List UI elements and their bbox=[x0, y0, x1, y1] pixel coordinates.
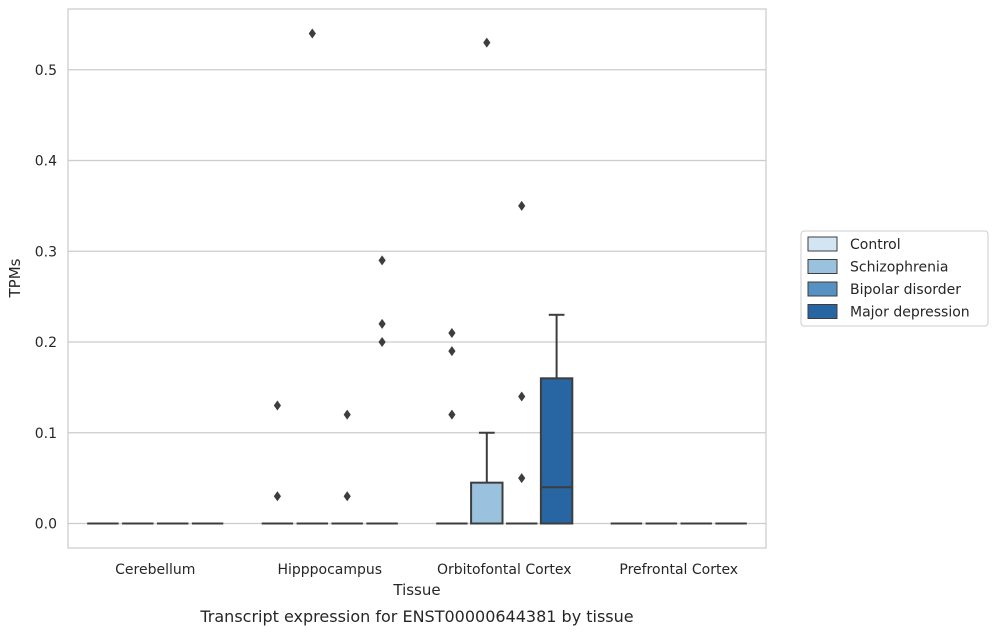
x-tick-label: Orbitofontal Cortex bbox=[437, 562, 572, 578]
x-tick-label: Prefrontal Cortex bbox=[619, 562, 738, 578]
outlier-point bbox=[273, 491, 281, 502]
outlier-point bbox=[483, 37, 491, 48]
chart-caption: Transcript expression for ENST0000064438… bbox=[199, 607, 633, 626]
legend-swatch bbox=[807, 304, 838, 319]
outlier-point bbox=[378, 255, 386, 266]
legend-label: Schizophrenia bbox=[850, 260, 948, 276]
box-iqr bbox=[539, 377, 574, 525]
box-schizophrenia bbox=[470, 37, 504, 525]
box-series bbox=[87, 28, 747, 525]
outlier-point bbox=[308, 28, 316, 39]
y-tick-label: 0.5 bbox=[35, 63, 57, 79]
outlier-point bbox=[343, 491, 351, 502]
box-major-depression bbox=[539, 313, 574, 525]
y-axis-ticks: 0.0 0.1 0.2 0.3 0.4 0.5 bbox=[35, 63, 57, 533]
legend-label: Major depression bbox=[850, 305, 970, 321]
box-control bbox=[436, 327, 468, 525]
outlier-point bbox=[518, 200, 526, 211]
outlier-point bbox=[378, 318, 386, 329]
legend-swatch bbox=[807, 236, 838, 252]
box-bipolar-disorder bbox=[331, 409, 363, 525]
legend-swatch bbox=[807, 259, 838, 274]
box-schizophrenia bbox=[296, 28, 329, 525]
outlier-point bbox=[518, 473, 526, 484]
outlier-point bbox=[448, 409, 456, 420]
outlier-point bbox=[378, 337, 386, 348]
outlier-point bbox=[343, 409, 351, 420]
x-axis-ticks: Cerebellum Hipppocampus Orbitofontal Corte… bbox=[115, 562, 738, 578]
legend-frame bbox=[800, 230, 989, 327]
y-tick-label: 0.2 bbox=[35, 335, 57, 351]
legend: Control Schizophrenia Bipolar disorder Majo… bbox=[800, 230, 989, 327]
y-tick-label: 0.1 bbox=[35, 426, 57, 442]
outlier-point bbox=[448, 327, 456, 338]
box-bipolar-disorder bbox=[505, 200, 538, 525]
x-tick-label: Cerebellum bbox=[115, 562, 195, 578]
x-axis-label: Tissue bbox=[392, 581, 440, 599]
box-major-depression bbox=[366, 255, 398, 525]
legend-swatch bbox=[807, 281, 838, 297]
y-axis-label: TPMs bbox=[6, 258, 24, 298]
gridlines bbox=[68, 69, 766, 525]
outlier-point bbox=[448, 346, 456, 357]
outlier-point bbox=[518, 391, 526, 402]
legend-label: Bipolar disorder bbox=[850, 282, 961, 298]
box-control bbox=[261, 400, 294, 525]
box-iqr bbox=[470, 481, 504, 525]
y-tick-label: 0.3 bbox=[35, 244, 57, 260]
outlier-point bbox=[273, 400, 281, 411]
y-tick-label: 0.4 bbox=[35, 154, 57, 170]
y-tick-label: 0.0 bbox=[35, 517, 57, 533]
legend-label: Control bbox=[850, 237, 901, 253]
x-tick-label: Hipppocampus bbox=[277, 562, 382, 578]
plot-area-frame bbox=[67, 8, 767, 549]
